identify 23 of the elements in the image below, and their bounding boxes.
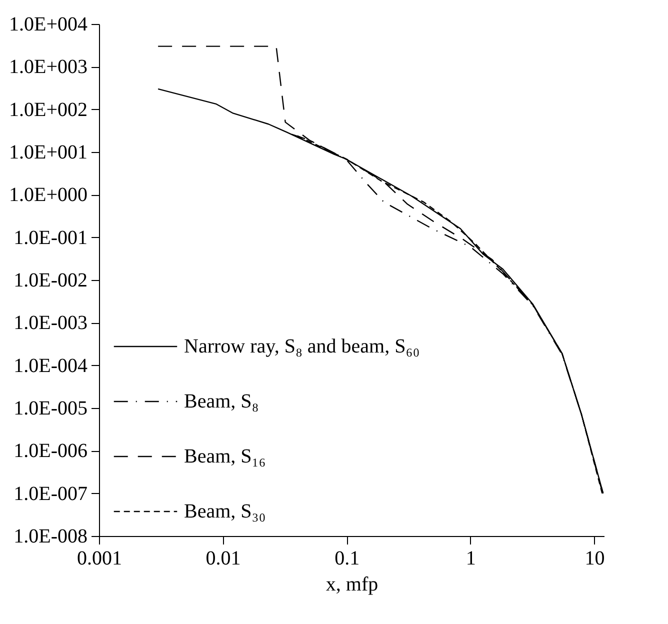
y-tick-label: 1.0E+001 — [9, 142, 88, 164]
x-axis-title: x, mfp — [326, 574, 378, 596]
y-tick-label: 1.0E-002 — [14, 270, 88, 292]
x-tick-label: 10 — [584, 548, 605, 570]
y-tick-label: 1.0E+002 — [9, 98, 88, 121]
x-tick-label: 1 — [466, 548, 476, 570]
y-tick-label: 1.0E-007 — [14, 482, 88, 505]
legend-label: Beam, S₁₆ — [184, 446, 266, 468]
y-tick-label: 1.0E-001 — [14, 226, 88, 249]
x-tick-label: 0.001 — [77, 548, 122, 570]
legend-label: Narrow ray, S₈ and beam, S₆₀ — [184, 336, 420, 358]
y-tick-label: 1.0E+003 — [9, 56, 88, 78]
y-tick-label: 1.0E+000 — [9, 184, 88, 206]
legend-label: Beam, S₈ — [184, 390, 259, 412]
y-tick-label: 1.0E+004 — [9, 14, 88, 36]
y-tick-label: 1.0E-006 — [14, 440, 88, 462]
y-tick-label: 1.0E-005 — [14, 398, 88, 420]
y-tick-label: 1.0E-003 — [14, 312, 88, 334]
legend-label: Beam, S₃₀ — [184, 500, 266, 522]
y-tick-label: 1.0E-004 — [14, 354, 88, 377]
x-tick-label: 0.1 — [334, 548, 360, 570]
x-tick-label: 0.01 — [206, 548, 241, 570]
y-tick-label: 1.0E-008 — [14, 526, 88, 548]
